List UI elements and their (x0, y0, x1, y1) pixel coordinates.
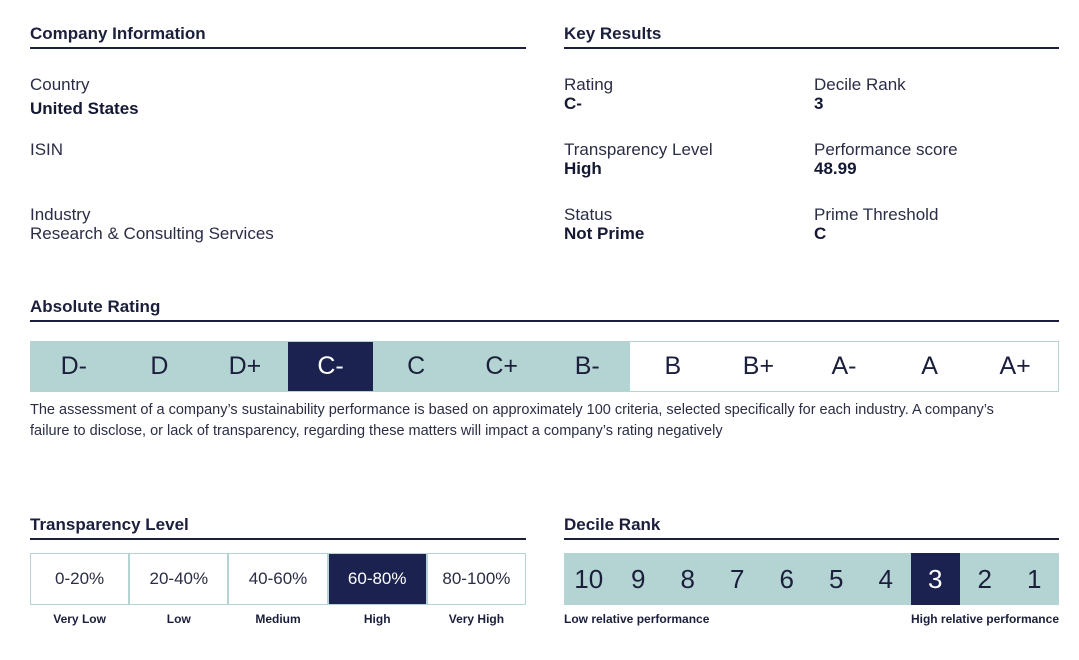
country-label: Country (30, 75, 90, 94)
isin-label: ISIN (30, 140, 64, 159)
decile-high-label: High relative performance (910, 612, 1059, 626)
decile-scale: 10 9 8 7 6 5 4 3 2 1 (564, 553, 1059, 605)
transparency-level-title: Transparency Level (30, 515, 189, 534)
transparency-range: 60-80% (328, 554, 428, 604)
rating-grade: D+ (202, 342, 288, 391)
decile-value-cell: 6 (779, 563, 794, 594)
performance-value: 48.99 (814, 159, 857, 178)
decile-rank-title: Decile Rank (564, 515, 661, 534)
transparency-range: 20-40% (130, 554, 230, 604)
rating-grade: B (630, 342, 716, 391)
transparency-level-label: Medium (255, 612, 301, 626)
decile-value-cell: 1 (1027, 563, 1042, 594)
rating-grade: A (886, 342, 973, 391)
status-value: Not Prime (564, 224, 645, 243)
transparency-range: 0-20% (31, 554, 131, 604)
country-value: United States (30, 99, 139, 118)
rating-grade: D- (31, 342, 117, 391)
decile-value-cell: 5 (829, 563, 844, 594)
rating-grade: C- (287, 342, 374, 391)
transparency-label: Transparency Level (564, 140, 713, 159)
decile-value-cell: 2 (977, 563, 992, 594)
rating-grade: A+ (972, 342, 1058, 391)
rating-description: The assessment of a company’s sustainabi… (30, 402, 994, 439)
rating-label: Rating (564, 75, 614, 94)
decile-value-cell: 9 (631, 563, 646, 594)
transparency-scale: 0-20% 20-40% 40-60% 60-80% 80-100% (30, 553, 526, 605)
key-results-title: Key Results (564, 24, 662, 43)
transparency-level-label: Very High (448, 612, 505, 626)
transparency-level-label: Low (166, 612, 191, 626)
decile-label: Decile Rank (814, 75, 906, 94)
threshold-label: Prime Threshold (814, 205, 939, 224)
company-info-title: Company Information (30, 24, 206, 43)
transparency-level-label: High (363, 612, 391, 626)
decile-rank-divider (564, 538, 1059, 540)
transparency-scale-labels: Very Low Low Medium High Very High (30, 612, 526, 626)
decile-value-cell: 8 (680, 563, 695, 594)
transparency-range: 40-60% (229, 554, 329, 604)
status-label: Status (564, 205, 613, 224)
rating-scale: D- D D+ C- C C+ B- B B+ A- A A+ (30, 341, 1059, 392)
rating-grade: A- (801, 342, 887, 391)
decile-value-cell: 4 (878, 563, 893, 594)
industry-label: Industry (30, 205, 91, 224)
decile-value-cell: 7 (730, 563, 745, 594)
rating-grade: B+ (715, 342, 802, 391)
threshold-value: C (814, 224, 827, 243)
performance-label: Performance score (814, 140, 958, 159)
decile-low-label: Low relative performance (564, 612, 710, 626)
industry-value: Research & Consulting Services (30, 224, 274, 243)
rating-value: C- (564, 94, 582, 113)
transparency-range: 80-100% (427, 554, 526, 604)
transparency-value: High (564, 159, 602, 178)
rating-grade: B- (544, 342, 631, 391)
company-info-divider (30, 47, 526, 49)
key-results-divider (564, 47, 1059, 49)
decile-value-cell: 3 (910, 553, 960, 605)
absolute-rating-title: Absolute Rating (30, 297, 161, 316)
transparency-level-label: Very Low (53, 612, 106, 626)
absolute-rating-divider (30, 320, 1059, 322)
rating-grade: C (373, 342, 459, 391)
decile-value-cell: 10 (574, 563, 604, 594)
decile-value: 3 (814, 94, 824, 113)
rating-grade: C+ (458, 342, 545, 391)
transparency-level-divider (30, 538, 526, 540)
rating-grade: D (116, 342, 203, 391)
